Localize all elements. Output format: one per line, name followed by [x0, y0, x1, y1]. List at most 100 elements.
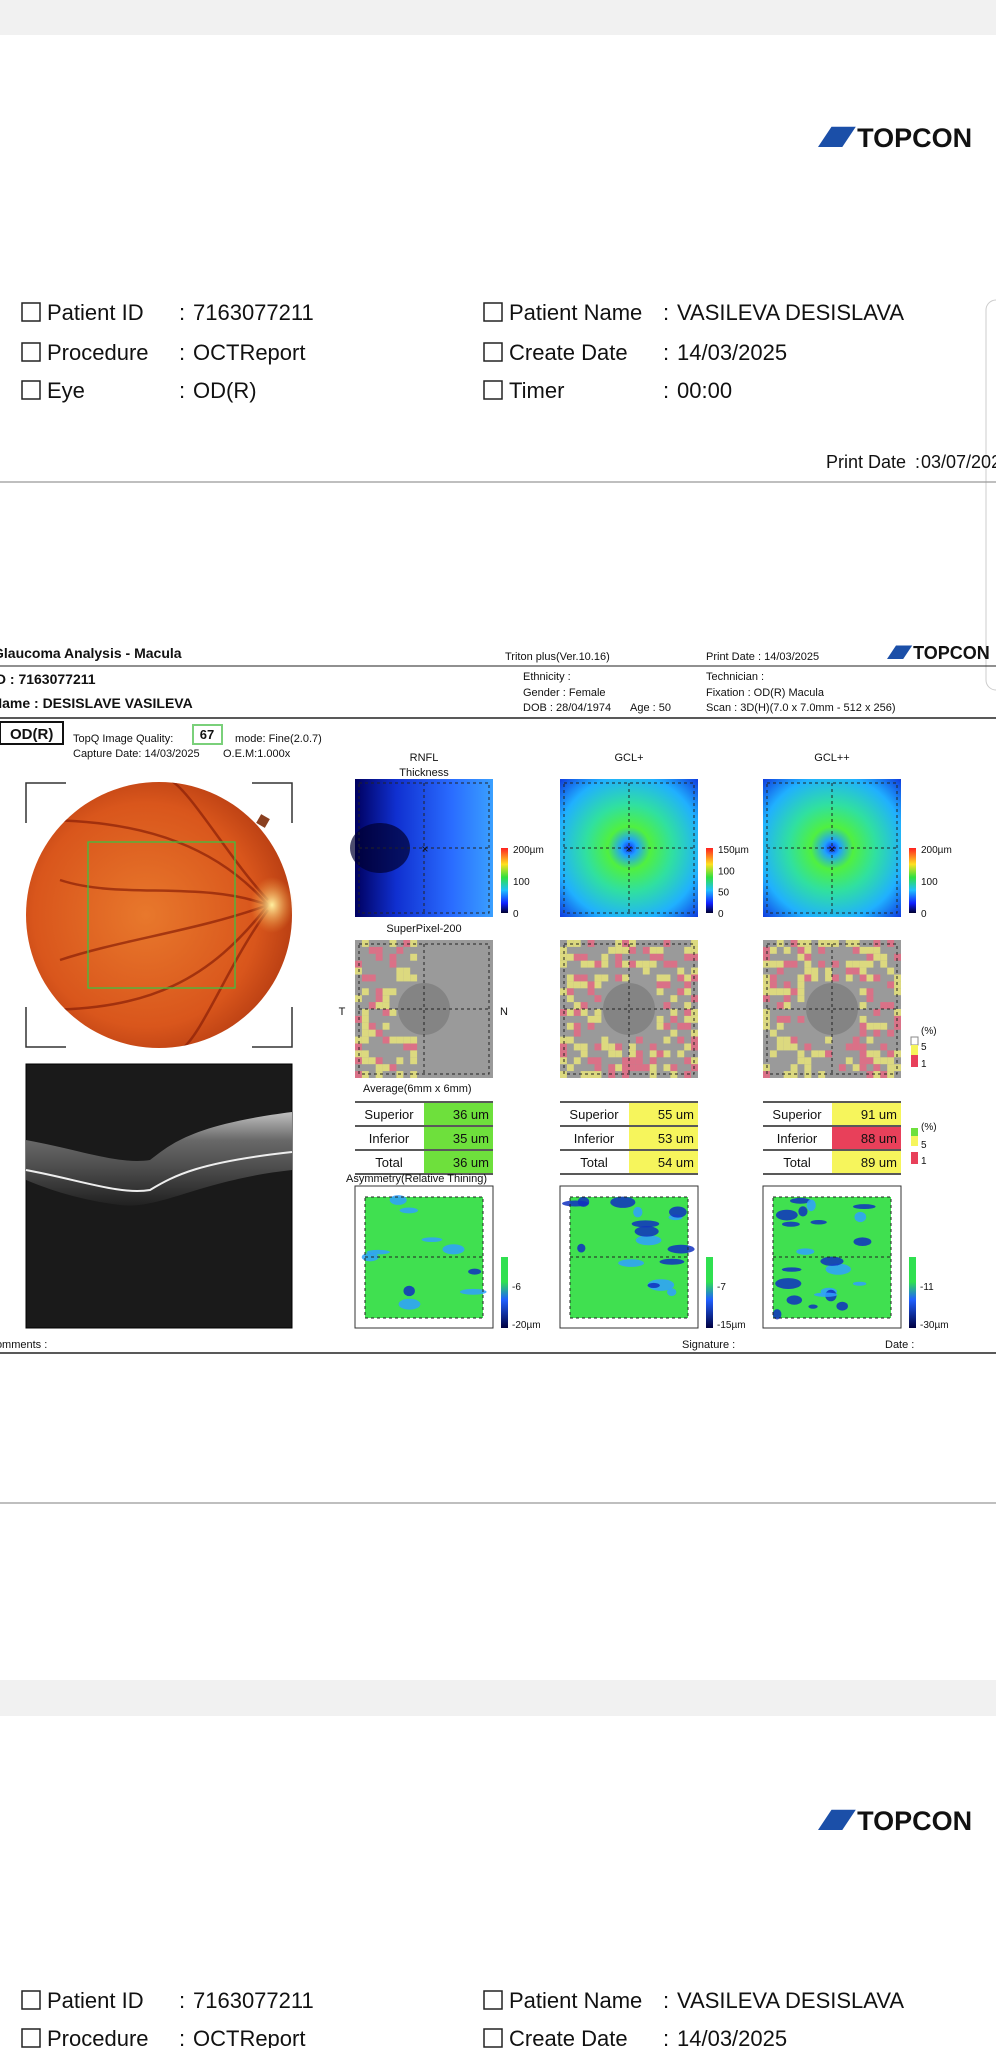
field-value: 7163077211: [193, 1988, 314, 2013]
separator: :: [663, 2026, 669, 2048]
scale-label: 200µm: [921, 845, 952, 856]
checkbox[interactable]: [21, 302, 41, 322]
row-label: Total: [375, 1155, 403, 1170]
device: Triton plus(Ver.10.16): [505, 651, 610, 663]
asym-blob: [399, 1207, 419, 1214]
superpixel: [776, 1015, 784, 1023]
superpixel: [396, 1057, 404, 1065]
temporal-label: T: [339, 1006, 346, 1018]
scale-label: 150µm: [718, 845, 749, 856]
superpixel: [670, 1015, 678, 1023]
asym-blob: [667, 1244, 695, 1254]
superpixel: [587, 1057, 595, 1065]
superpixel: [635, 1036, 643, 1044]
superpixel: [804, 974, 812, 982]
superpixel: [580, 1043, 588, 1051]
scale-label: 0: [718, 909, 724, 920]
date: Date :: [885, 1339, 914, 1351]
superpixel: [382, 1036, 390, 1044]
asym-blob: [798, 1206, 808, 1217]
superpixel: [691, 940, 698, 947]
legend-swatch: [911, 1136, 918, 1146]
frame-corner: [25, 782, 66, 823]
superpixel: [560, 1043, 567, 1051]
retina-layers: [26, 1112, 292, 1206]
superpixel: [677, 1022, 685, 1030]
superpixel: [573, 1009, 581, 1016]
superpixel: [361, 1036, 369, 1044]
superpixel: [776, 1002, 784, 1009]
superpixel: [663, 1064, 671, 1072]
superpixel: [684, 1071, 692, 1078]
superpixel: [663, 1002, 671, 1009]
superpixel: [677, 1050, 685, 1058]
asym-blob: [814, 1292, 838, 1297]
superpixel: [797, 953, 805, 961]
fovea: [398, 983, 450, 1035]
superpixel: [783, 946, 791, 954]
superpixel: [859, 1043, 867, 1051]
superpixel: [355, 1050, 362, 1058]
superpixel: [684, 1002, 692, 1009]
superpixel: [649, 1064, 657, 1072]
eye-box: [0, 721, 64, 745]
superpixel: [783, 1036, 791, 1044]
superpixel: [670, 1029, 678, 1037]
scale-label: 100: [718, 866, 735, 877]
asym-blob: [781, 1267, 802, 1272]
superpixel: [355, 967, 362, 975]
checkbox[interactable]: [483, 2028, 503, 2048]
superpixel: [852, 940, 860, 947]
superpixel: [887, 940, 895, 947]
superpixel: [580, 1009, 588, 1016]
superpixel: [873, 1064, 881, 1072]
superpixel-title: SuperPixel-200: [386, 923, 461, 935]
superpixel: [566, 1009, 574, 1016]
superpixel: [573, 974, 581, 982]
checkbox[interactable]: [483, 302, 503, 322]
value-cell: [424, 1151, 493, 1173]
superpixel: [670, 960, 678, 968]
superpixel: [763, 946, 770, 954]
superpixel: [866, 974, 874, 982]
superpixel: [691, 1029, 698, 1037]
superpixel: [684, 1057, 692, 1065]
superpixel: [859, 1022, 867, 1030]
checkbox[interactable]: [21, 2028, 41, 2048]
field-value: VASILEVA DESISLAVA: [677, 1988, 904, 2013]
color-scale: [706, 848, 713, 913]
superpixel: [375, 995, 383, 1003]
checkbox[interactable]: [483, 342, 503, 362]
superpixel: [887, 1002, 895, 1009]
superpixel: [691, 995, 698, 1003]
superpixel: [622, 1064, 629, 1072]
legend-level: 1: [921, 1059, 927, 1070]
asym-blob: [781, 1221, 800, 1227]
superpixel: [649, 1057, 657, 1065]
superpixel: [587, 1022, 595, 1030]
checkbox[interactable]: [483, 380, 503, 400]
superpixel: [573, 1002, 581, 1009]
superpixel: [573, 1022, 581, 1030]
superpixel: [797, 974, 805, 982]
superpixel: [769, 981, 777, 989]
asym-blob: [772, 1309, 782, 1320]
superpixel: [560, 1071, 567, 1078]
checkbox[interactable]: [483, 1990, 503, 2010]
superpixel: [629, 946, 636, 954]
checkbox[interactable]: [21, 342, 41, 362]
superpixel: [622, 960, 629, 968]
checkbox[interactable]: [21, 1990, 41, 2010]
value-cell: [629, 1127, 698, 1149]
checkbox[interactable]: [21, 380, 41, 400]
superpixel: [894, 988, 901, 996]
superpixel: [663, 1022, 671, 1030]
superpixel: [691, 1043, 698, 1051]
superpixel: [396, 946, 404, 954]
superpixel: [560, 1009, 567, 1016]
superpixel: [635, 960, 643, 968]
optic-disc: [250, 877, 294, 933]
superpixel: [804, 1043, 812, 1051]
